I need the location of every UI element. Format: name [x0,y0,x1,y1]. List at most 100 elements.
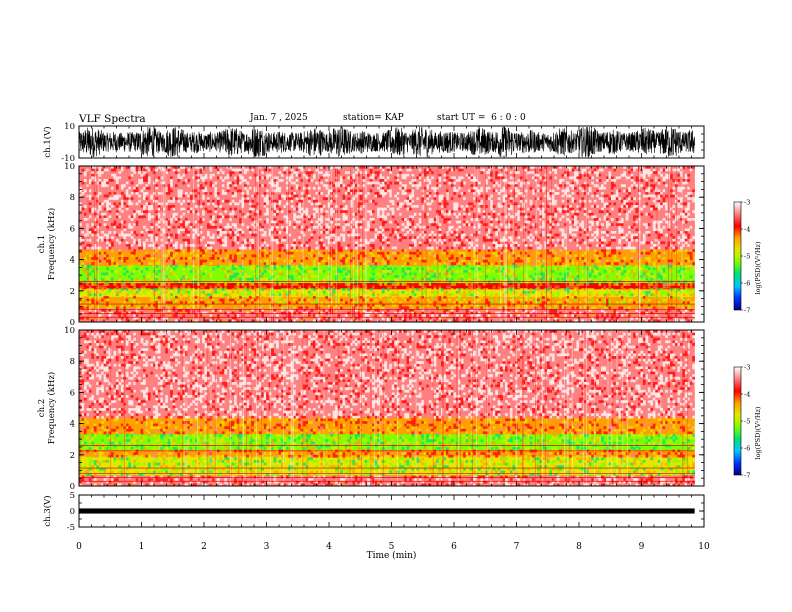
ch1-spectrogram-pixel [145,251,149,255]
ch1-spectrogram-pixel [340,205,343,208]
ch1-spectrogram-pixel [421,197,425,201]
ch1-spectrogram-pixel [165,241,168,245]
ch1-spectrogram-pixel [108,262,112,266]
ch1-spectrogram-pixel [428,244,432,247]
ch1-spectrogram-pixel [184,215,188,219]
ch1-spectrogram-pixel [93,238,97,242]
ch1-spectrogram-pixel [118,207,122,211]
ch1-spectrogram-pixel [157,220,161,224]
ch1-spectrogram-pixel [409,231,412,234]
ch1-spectrogram-pixel [155,272,159,276]
ch1-spectrogram-pixel [308,205,311,208]
ch1-spectrogram-pixel [337,259,341,263]
ch1-spectrogram-pixel [184,238,188,242]
ch1-spectrogram-pixel [413,251,417,255]
ch1-spectrogram-pixel [391,197,395,201]
ch1-spectrogram-pixel [396,218,400,221]
ch1-spectrogram-pixel [234,275,237,279]
ch1-spectrogram-pixel [133,207,136,211]
ch1-spectrogram-pixel [175,314,178,318]
ch1-spectrogram-pixel [290,223,294,227]
ch1-spectrogram-pixel [391,202,395,206]
ch1-spectrogram-pixel [231,288,235,292]
ch1-spectrogram-pixel [118,205,122,208]
ch1-spectrogram-pixel [231,272,235,276]
ch1-spectrogram-pixel [216,207,220,211]
ch1-spectrogram-pixel [175,197,178,201]
ch1-spectrogram-pixel [312,233,316,237]
ch1-spectrogram-pixel [320,181,324,185]
ch1-spectrogram-pixel [175,241,178,245]
ch1-spectrogram-pixel [101,233,104,237]
ch1-spectrogram-pixel [88,202,92,206]
ch1-spectrogram-pixel [362,244,365,247]
ch1-spectrogram-pixel [229,218,232,221]
ch1-spectrogram-pixel [155,223,159,227]
ch1-spectrogram-pixel [155,249,159,253]
ch1-spectrogram-pixel [214,207,218,211]
ch1-spectrogram-pixel [256,316,260,320]
ch1-spectrogram-pixel [416,207,420,211]
ch1-spectrogram-pixel [172,212,176,216]
ch1-spectrogram-pixel [409,225,412,229]
ch1-spectrogram-pixel [194,223,198,227]
ch1-spectrogram-pixel [263,205,267,208]
ch1-spectrogram-pixel [347,228,351,232]
ch1-spectrogram-pixel [431,194,434,198]
ch1-spectrogram-pixel [231,296,235,299]
ch1-spectrogram-pixel [266,194,269,198]
ch1-spectrogram-pixel [113,205,117,208]
ch1-spectrogram-pixel [374,189,378,193]
ch1-spectrogram-pixel [268,267,272,271]
ch1-spectrogram-pixel [399,233,402,237]
ch1-spectrogram-pixel [261,303,264,307]
ch1-spectrogram-pixel [418,241,422,245]
ch1-spectrogram-pixel [280,288,284,292]
ch1-spectrogram-pixel [118,280,122,284]
ch1-spectrogram-pixel [189,194,193,198]
ch1-spectrogram-pixel [418,306,422,310]
ch1-spectrogram-pixel [416,280,420,284]
ch1-spectrogram-pixel [226,272,230,276]
ch1-spectrogram-pixel [256,290,260,294]
ch1-spectrogram-pixel [219,257,223,260]
ch1-spectrogram-pixel [88,277,92,281]
ch1-spectrogram-pixel [165,246,168,250]
ch1-spectrogram-pixel [133,223,136,227]
ch1-spectrogram-pixel [125,270,129,273]
ch1-spectrogram-pixel [91,309,95,312]
ch1-spectrogram-pixel [236,319,240,323]
ch1-spectrogram-pixel [216,257,220,260]
ch1-spectrogram-pixel [293,238,296,242]
ch1-spectrogram-pixel [431,319,434,323]
ch1-spectrogram-pixel [175,257,178,260]
ch1-spectrogram-pixel [332,246,336,250]
ch1-spectrogram-pixel [236,314,240,318]
ch1-spectrogram-pixel [226,298,230,302]
ch1-spectrogram-pixel [170,220,173,224]
ch1-spectrogram-pixel [418,220,422,224]
ch1-spectrogram-pixel [140,280,144,284]
ch1-spectrogram-pixel [416,288,420,292]
ch1-spectrogram-pixel [266,189,269,193]
ch1-spectrogram-pixel [303,186,306,190]
ch1-spectrogram-pixel [244,179,247,182]
ch1-spectrogram-pixel [115,197,119,201]
ch1-spectrogram-pixel [426,267,429,271]
ch1-spectrogram-pixel [288,275,292,279]
ch1-spectrogram-pixel [266,283,269,286]
ch1-spectrogram-pixel [290,249,294,253]
ch1-spectrogram-pixel [199,181,203,185]
ch1-spectrogram-pixel [155,173,159,177]
ch1-spectrogram-pixel [399,166,402,169]
ch1-spectrogram-pixel [386,228,390,232]
ch1-spectrogram-pixel [308,220,311,224]
ch1-spectrogram-pixel [273,202,277,206]
ch1-spectrogram-pixel [369,171,373,175]
ch1-spectrogram-pixel [118,168,122,172]
ch1-spectrogram-pixel [381,267,385,271]
ch1-spectrogram-pixel [357,246,361,250]
ch1-spectrogram-pixel [224,184,228,188]
ch1-spectrogram-pixel [369,228,373,232]
